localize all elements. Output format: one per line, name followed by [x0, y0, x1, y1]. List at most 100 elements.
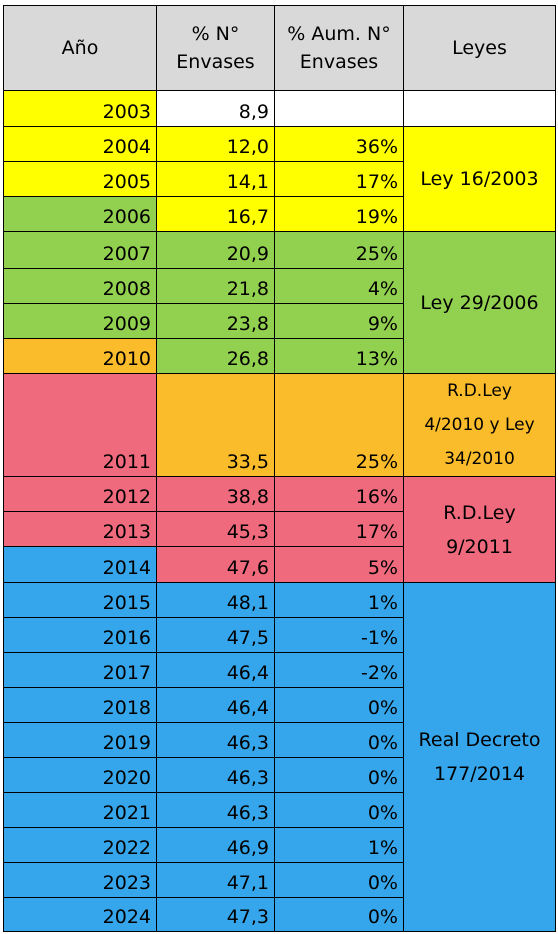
increase-cell: 17% [274, 161, 404, 197]
year-cell: 2011 [3, 373, 157, 477]
header-year: Año [3, 5, 157, 91]
pct-envases-cell: 33,5 [156, 373, 275, 477]
law-cell [403, 90, 556, 127]
increase-cell: 0% [274, 792, 404, 828]
law-cell-text: Ley 29/2006 [420, 291, 539, 314]
pct-envases-cell: 45,3 [156, 511, 275, 547]
pct-envases-cell-text: 14,1 [226, 171, 269, 193]
increase-cell: 4% [274, 268, 404, 304]
pct-envases-cell-text: 20,9 [226, 243, 269, 265]
increase-cell: 25% [274, 231, 404, 269]
law-cell: R.D.Ley 9/2011 [403, 476, 556, 583]
pct-envases-cell-text: 33,5 [226, 451, 269, 473]
pct-envases-cell-text: 47,6 [226, 557, 269, 579]
increase-cell: 1% [274, 827, 404, 863]
pct-envases-cell: 21,8 [156, 268, 275, 304]
pct-envases-cell-text: 47,5 [226, 627, 269, 649]
year-cell-text: 2010 [102, 348, 151, 370]
increase-cell-text: 36% [355, 136, 398, 158]
increase-cell-text: 0% [367, 802, 398, 824]
pct-envases-cell: 12,0 [156, 126, 275, 162]
increase-cell: 36% [274, 126, 404, 162]
increase-cell-text: 13% [355, 348, 398, 370]
law-cell-text: R.D.Ley 9/2011 [443, 501, 516, 558]
increase-cell-text: 25% [355, 243, 398, 265]
increase-cell: 9% [274, 303, 404, 339]
header-increase-label: % Aum. N° Envases [287, 23, 391, 73]
year-cell: 2024 [3, 897, 157, 932]
pct-envases-cell-text: 46,3 [226, 802, 269, 824]
increase-cell-text: 0% [367, 767, 398, 789]
header-pct-label: % N° Envases [176, 23, 255, 73]
pct-envases-cell-text: 38,8 [226, 486, 269, 508]
increase-cell-text: 0% [367, 697, 398, 719]
year-cell: 2008 [3, 268, 157, 304]
header-laws-label: Leyes [452, 37, 507, 59]
increase-cell-text: -2% [361, 662, 398, 684]
pct-envases-cell: 47,3 [156, 897, 275, 932]
header-pct-envases: % N° Envases [156, 5, 275, 91]
increase-cell-text: 9% [367, 313, 398, 335]
increase-cell: 1% [274, 582, 404, 618]
law-cell-text: Ley 16/2003 [420, 168, 539, 190]
year-cell: 2007 [3, 231, 157, 269]
pct-envases-cell: 46,3 [156, 757, 275, 793]
year-cell-text: 2014 [102, 557, 151, 579]
increase-cell: 0% [274, 757, 404, 793]
increase-cell: 25% [274, 373, 404, 477]
year-cell-text: 2012 [102, 486, 151, 508]
year-cell-text: 2013 [102, 521, 151, 543]
increase-cell-text: 1% [367, 837, 398, 859]
law-cell: Real Decreto 177/2014 [403, 582, 556, 932]
law-cell-text: R.D.Ley 4/2010 y Ley 34/2010 [424, 381, 535, 469]
pct-envases-cell-text: 23,8 [226, 313, 269, 335]
pct-envases-cell-text: 46,9 [226, 837, 269, 859]
increase-cell-text: 0% [367, 732, 398, 754]
pct-envases-cell: 23,8 [156, 303, 275, 339]
pct-envases-cell-text: 46,3 [226, 767, 269, 789]
pct-envases-cell: 8,9 [156, 90, 275, 127]
increase-cell: 0% [274, 687, 404, 723]
law-cell: R.D.Ley 4/2010 y Ley 34/2010 [403, 373, 556, 477]
increase-cell-text: 17% [355, 171, 398, 193]
year-cell: 2019 [3, 722, 157, 758]
increase-cell-text: 17% [355, 521, 398, 543]
year-cell-text: 2016 [102, 627, 151, 649]
pct-envases-cell-text: 48,1 [226, 592, 269, 614]
pct-envases-cell-text: 21,8 [226, 278, 269, 300]
increase-cell-text: 0% [367, 872, 398, 894]
year-cell-text: 2003 [102, 101, 151, 123]
year-cell: 2016 [3, 617, 157, 653]
year-cell: 2012 [3, 476, 157, 512]
header-increase: % Aum. N° Envases [274, 5, 404, 91]
pct-envases-cell-text: 45,3 [226, 521, 269, 543]
increase-cell: 0% [274, 862, 404, 898]
header-laws: Leyes [403, 5, 556, 91]
year-cell: 2004 [3, 126, 157, 162]
pct-envases-cell-text: 47,1 [226, 872, 269, 894]
year-cell-text: 2024 [102, 906, 151, 928]
year-cell: 2005 [3, 161, 157, 197]
pct-envases-cell: 46,3 [156, 722, 275, 758]
year-cell-text: 2019 [102, 732, 151, 754]
pct-envases-cell: 46,4 [156, 652, 275, 688]
year-cell: 2013 [3, 511, 157, 547]
pct-envases-cell: 26,8 [156, 338, 275, 374]
pct-envases-cell: 48,1 [156, 582, 275, 618]
year-cell: 2017 [3, 652, 157, 688]
year-cell: 2009 [3, 303, 157, 339]
increase-cell: 13% [274, 338, 404, 374]
year-cell-text: 2017 [102, 662, 151, 684]
pct-envases-cell: 46,3 [156, 792, 275, 828]
pct-envases-cell: 20,9 [156, 231, 275, 269]
year-cell: 2020 [3, 757, 157, 793]
law-cell: Ley 16/2003 [403, 126, 556, 232]
increase-cell: 0% [274, 897, 404, 932]
header-year-label: Año [61, 37, 99, 59]
year-cell-text: 2020 [102, 767, 151, 789]
increase-cell-text: 19% [355, 206, 398, 228]
year-cell-text: 2004 [102, 136, 151, 158]
increase-cell: -2% [274, 652, 404, 688]
increase-cell: 5% [274, 546, 404, 583]
